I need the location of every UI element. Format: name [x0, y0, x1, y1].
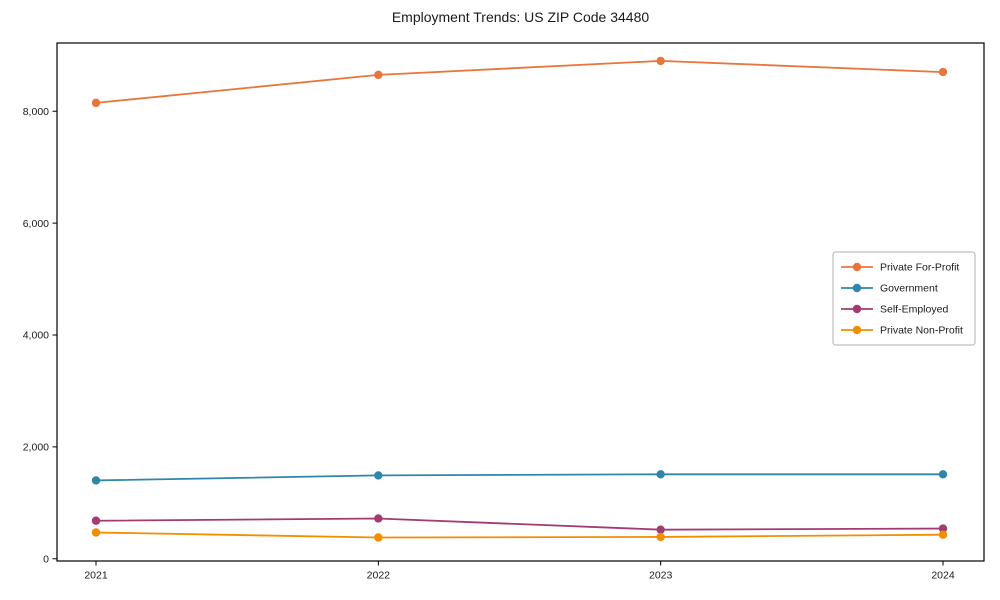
data-point-private-non-profit	[656, 532, 665, 542]
y-tick-label: 6,000	[23, 218, 49, 230]
series-line-government	[95, 473, 944, 482]
legend-item-private-for-profit: Private For-Profit	[841, 262, 959, 274]
legend-marker-icon	[852, 325, 862, 335]
legend-item-private-non-profit: Private Non-Profit	[841, 325, 963, 337]
plot-frame	[56, 42, 985, 562]
data-point-government	[374, 471, 383, 480]
series-private-for-profit	[91, 56, 948, 108]
legend-item-government: Government	[841, 283, 938, 295]
y-tick-label: 4,000	[23, 330, 49, 342]
series-self-employed	[91, 514, 948, 534]
data-point-private-non-profit	[374, 533, 383, 542]
series-private-non-profit	[91, 528, 948, 542]
series-line-private-non-profit	[95, 531, 944, 539]
legend-marker-icon	[852, 304, 862, 314]
x-tick-label: 2024	[931, 570, 955, 582]
legend-label: Government	[880, 283, 938, 295]
chart-title: Employment Trends: US ZIP Code 34480	[391, 9, 650, 25]
data-point-self-employed	[938, 524, 948, 533]
data-point-self-employed	[374, 514, 383, 523]
legend-label: Private For-Profit	[880, 262, 959, 274]
data-point-government	[91, 476, 101, 485]
data-point-government	[938, 470, 948, 479]
y-tick-label: 8,000	[23, 106, 49, 118]
data-point-private-for-profit	[656, 56, 665, 66]
data-point-private-non-profit	[91, 528, 101, 537]
data-point-private-for-profit	[938, 67, 948, 77]
x-tick-label: 2023	[649, 570, 673, 582]
legend-label: Self-Employed	[880, 304, 948, 316]
data-point-private-non-profit	[938, 530, 948, 539]
axes: 0 2,000 4,000 6,000 8,000 2021 2022 2023 2024	[23, 42, 985, 582]
series-line-self-employed	[95, 517, 944, 531]
legend-marker-icon	[852, 283, 862, 293]
series-line-private-for-profit	[95, 59, 944, 104]
legend-box	[832, 251, 976, 346]
data-point-self-employed	[91, 516, 101, 525]
legend-label: Private Non-Profit	[880, 325, 963, 337]
data-point-private-for-profit	[91, 98, 101, 108]
data-point-private-for-profit	[374, 70, 383, 80]
data-point-self-employed	[656, 525, 665, 534]
series-government	[91, 470, 948, 485]
legend-marker-icon	[852, 262, 862, 272]
legend-item-self-employed: Self-Employed	[841, 304, 948, 316]
y-tick-label: 2,000	[23, 442, 49, 454]
data-point-government	[656, 470, 665, 479]
legend: Private For-Profit Government Self-Employe…	[832, 251, 976, 346]
x-tick-label: 2021	[84, 570, 108, 582]
y-tick-label: 0	[43, 553, 49, 565]
x-tick-label: 2022	[367, 570, 391, 582]
